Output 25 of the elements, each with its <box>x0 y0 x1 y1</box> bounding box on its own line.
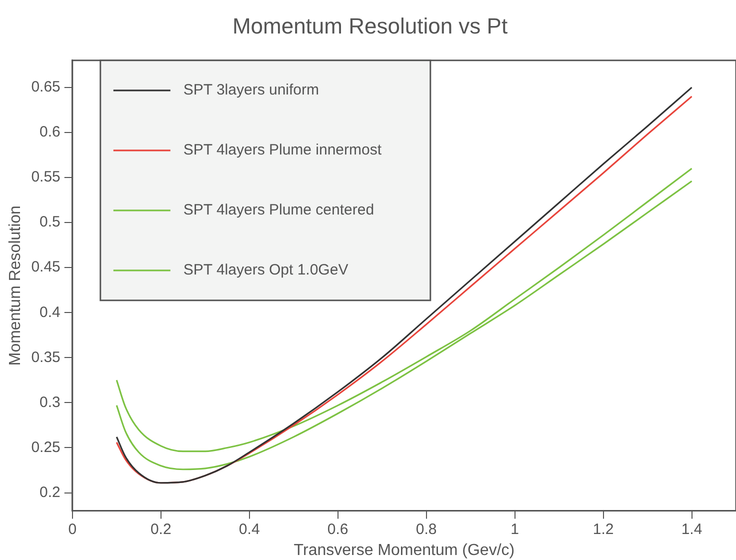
x-tick-label: 1.4 <box>681 520 702 538</box>
y-tick-label: 0.3 <box>40 394 60 411</box>
y-tick-label: 0.25 <box>31 438 60 456</box>
y-tick-label: 0.5 <box>40 214 60 231</box>
legend-label: SPT 3layers uniform <box>183 82 320 99</box>
x-tick-label: 0.6 <box>327 520 348 538</box>
x-tick-label: 0 <box>68 520 77 538</box>
y-tick-label: 0.4 <box>40 304 60 321</box>
x-axis-title: Transverse Momentum (Gev/c) <box>294 542 515 559</box>
x-tick-label: 0.2 <box>150 520 172 538</box>
y-tick-label: 0.6 <box>40 124 60 141</box>
chart-title: Momentum Resolution vs Pt <box>232 13 508 38</box>
y-tick-label: 0.45 <box>31 258 60 276</box>
y-tick-label: 0.35 <box>31 348 60 366</box>
y-tick-label: 0.65 <box>31 78 60 96</box>
legend-label: SPT 4layers Opt 1.0GeV <box>183 262 348 279</box>
x-tick-label: 0.4 <box>238 520 260 538</box>
y-axis-title: Momentum Resolution <box>7 206 24 366</box>
y-tick-label: 0.2 <box>40 484 60 501</box>
x-tick-label: 1.2 <box>592 520 614 538</box>
y-tick-label: 0.55 <box>31 168 60 186</box>
x-tick-label: 0.8 <box>416 520 437 538</box>
legend-label: SPT 4layers Plume innermost <box>183 142 382 159</box>
legend-label: SPT 4layers Plume centered <box>183 202 374 219</box>
x-tick-label: 1 <box>510 520 519 538</box>
